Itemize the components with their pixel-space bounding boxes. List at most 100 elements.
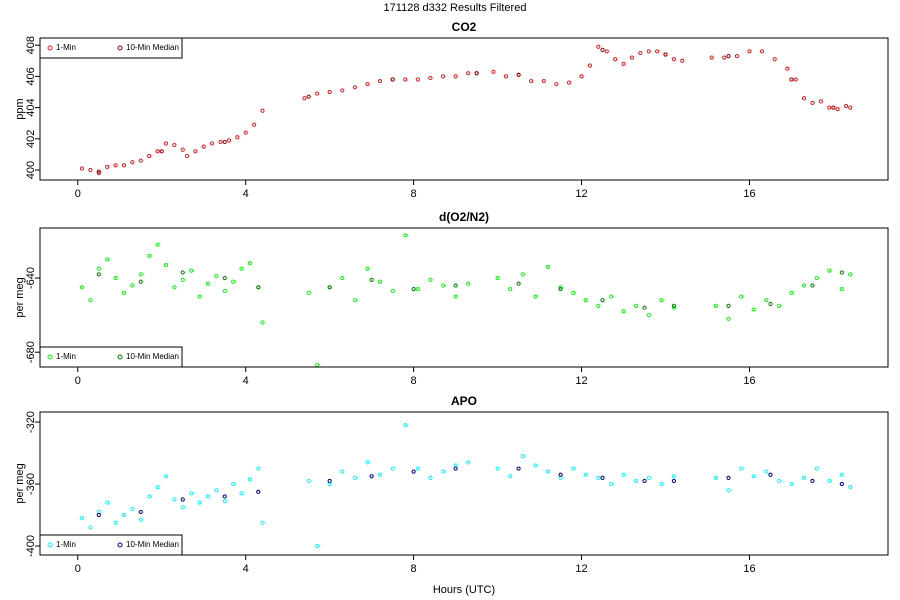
x-tick-label: 8 (411, 188, 417, 200)
data-point (390, 77, 395, 82)
data-point (634, 303, 639, 308)
data-point (801, 96, 807, 101)
data-point (314, 363, 320, 368)
data-point (222, 498, 227, 504)
data-point (256, 285, 261, 290)
data-point (453, 466, 458, 471)
legend-label: 1-Min (56, 540, 76, 549)
data-point (608, 481, 614, 487)
data-point (180, 505, 185, 510)
data-point (403, 423, 408, 428)
data-point (596, 303, 601, 308)
data-point (365, 460, 370, 465)
data-point (180, 277, 185, 282)
data-point (600, 47, 605, 52)
data-point (340, 88, 345, 93)
data-point (671, 303, 677, 308)
data-point (243, 130, 248, 135)
data-point (231, 481, 236, 487)
data-point (189, 268, 194, 273)
data-point (768, 472, 773, 477)
data-point (738, 294, 744, 299)
data-point (453, 294, 458, 299)
data-point (508, 474, 513, 479)
data-point (239, 266, 244, 271)
data-point (491, 69, 496, 74)
y-tick-label: 400 (25, 161, 37, 179)
data-point (306, 290, 311, 295)
data-point (659, 298, 664, 303)
data-point (646, 49, 651, 54)
data-point (327, 89, 332, 95)
panel-title: APO (451, 394, 477, 408)
legend-label: 1-Min (56, 352, 76, 361)
data-point (764, 298, 769, 303)
x-tick-label: 12 (575, 563, 587, 575)
legend-label: 10-Min Median (126, 540, 179, 549)
data-point (377, 279, 383, 284)
data-point (130, 160, 135, 165)
legend-label: 1-Min (56, 43, 76, 52)
data-point (520, 454, 525, 459)
data-point (453, 283, 458, 288)
data-point (495, 275, 500, 281)
data-point (738, 466, 744, 471)
data-point (671, 57, 677, 62)
data-point (121, 163, 127, 168)
legend: 1-Min 10-Min Median (39, 346, 183, 368)
page-title: 171128 d332 Results Filtered (384, 2, 527, 14)
data-point (205, 494, 211, 499)
data-point (839, 472, 844, 477)
data-point (726, 303, 731, 308)
data-point (638, 50, 643, 56)
legend-box (39, 37, 183, 59)
data-point (113, 163, 118, 168)
data-point (96, 171, 101, 176)
data-point (680, 58, 685, 63)
data-point (428, 277, 433, 282)
x-tick-label: 4 (243, 563, 249, 575)
y-tick-label: 408 (25, 36, 37, 54)
data-point (231, 279, 236, 284)
data-point (197, 294, 202, 299)
data-point (113, 275, 118, 281)
x-axis-label: Hours (UTC) (433, 584, 495, 596)
data-point (848, 105, 853, 110)
data-point (634, 478, 639, 484)
data-point (646, 475, 651, 480)
data-point (608, 294, 614, 299)
data-point (810, 283, 815, 288)
data-point (516, 72, 521, 77)
data-point (558, 472, 563, 477)
data-point (205, 281, 211, 286)
data-point (495, 466, 500, 471)
data-point (839, 481, 844, 487)
data-point (415, 77, 420, 82)
data-point (180, 147, 185, 152)
data-point (159, 149, 164, 154)
data-point (327, 478, 332, 484)
x-tick-label: 16 (743, 188, 755, 200)
data-point (96, 169, 101, 174)
data-point (629, 55, 635, 60)
data-point (327, 285, 332, 290)
data-point (646, 313, 651, 318)
data-point (121, 290, 127, 295)
data-point (810, 100, 815, 106)
data-point (88, 298, 93, 303)
data-point (579, 74, 584, 79)
data-point (541, 78, 546, 84)
y-tick-label: -400 (25, 535, 37, 557)
data-point (352, 475, 357, 480)
data-point (105, 257, 110, 262)
legend: 1-Min 10-Min Median (39, 534, 183, 556)
data-point (440, 283, 446, 288)
data-point (789, 481, 794, 487)
data-point (155, 149, 160, 154)
data-point (302, 96, 307, 101)
data-point (734, 54, 739, 59)
data-point (709, 55, 714, 60)
data-point (172, 285, 177, 290)
data-point (583, 472, 588, 477)
